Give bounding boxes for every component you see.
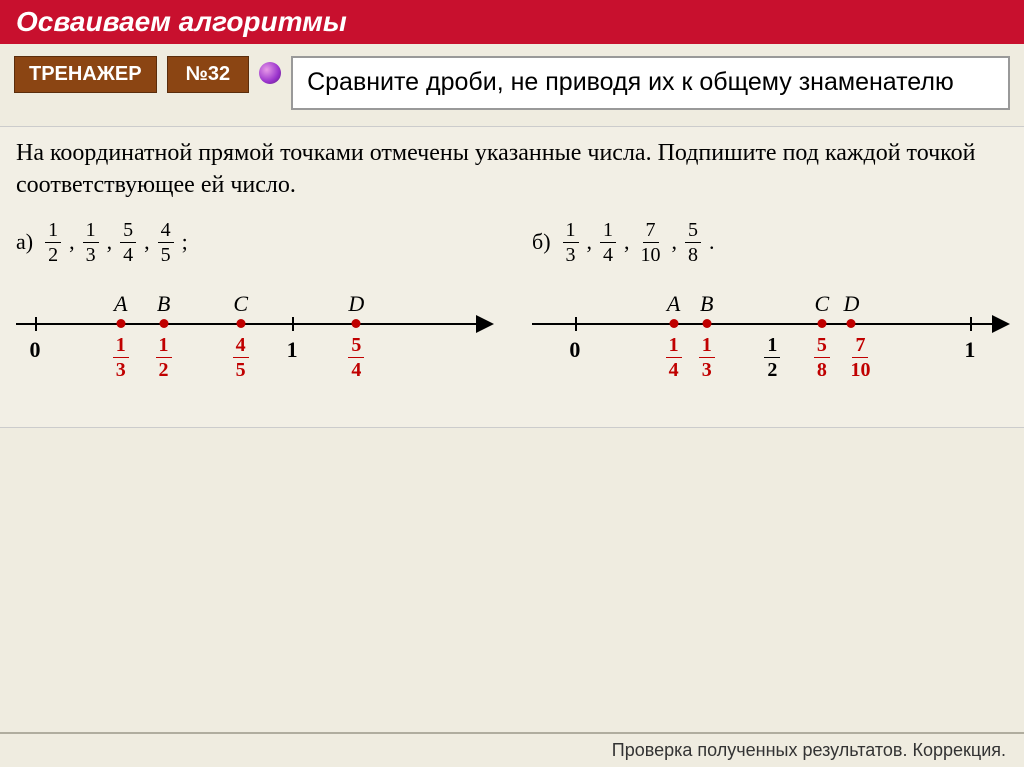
- point-d-label: D: [348, 291, 364, 317]
- axis-line: [532, 323, 1008, 325]
- answer-a: 13: [113, 335, 129, 380]
- fraction: 12: [45, 220, 61, 265]
- point-b-label: B: [700, 291, 713, 317]
- problem-a: а) 12, 13, 54, 45; 0 1 A 13 B 12: [16, 220, 492, 397]
- problem-a-label: а): [16, 229, 33, 255]
- point-c: [817, 319, 826, 328]
- tick-one: [292, 317, 294, 331]
- scanned-content: На координатной прямой точками отмечены …: [0, 126, 1024, 428]
- problem-b-label: б): [532, 229, 551, 255]
- axis-zero-label: 0: [569, 337, 580, 363]
- answer-d: 710: [847, 335, 873, 380]
- arrow-icon: [992, 315, 1010, 333]
- answer-b: 12: [156, 335, 172, 380]
- fraction: 710: [638, 220, 664, 265]
- point-d-label: D: [843, 291, 859, 317]
- fraction: 54: [120, 220, 136, 265]
- point-a-label: A: [114, 291, 127, 317]
- problem-b: б) 13, 14, 710, 58. 0 1 12 A 14 B 13: [532, 220, 1008, 397]
- header-row: ТРЕНАЖЕР №32 Сравните дроби, не приводя …: [0, 44, 1024, 120]
- answer-c: 45: [233, 335, 249, 380]
- point-a-label: A: [667, 291, 680, 317]
- fraction: 13: [83, 220, 99, 265]
- point-c-label: C: [815, 291, 830, 317]
- exercise-number-badge: №32: [167, 56, 250, 93]
- point-c-label: C: [233, 291, 248, 317]
- instruction-text: Сравните дроби, не приводя их к общему з…: [291, 56, 1010, 110]
- point-b: [159, 319, 168, 328]
- fraction: 14: [600, 220, 616, 265]
- arrow-icon: [476, 315, 494, 333]
- tick-one: [970, 317, 972, 331]
- number-line-a: 0 1 A 13 B 12 C 45 D 54: [16, 287, 492, 397]
- point-b-label: B: [157, 291, 170, 317]
- answer-c: 58: [814, 335, 830, 380]
- answer-b: 13: [699, 335, 715, 380]
- point-a: [669, 319, 678, 328]
- axis-half-label: 12: [764, 335, 780, 380]
- point-a: [116, 319, 125, 328]
- point-c: [236, 319, 245, 328]
- fraction: 58: [685, 220, 701, 265]
- fraction: 45: [158, 220, 174, 265]
- problem-a-fractions: а) 12, 13, 54, 45;: [16, 220, 492, 265]
- problem-statement: На координатной прямой точками отмечены …: [16, 137, 1008, 202]
- trainer-badge: ТРЕНАЖЕР: [14, 56, 157, 93]
- bullet-icon: [259, 62, 281, 84]
- axis-line: [16, 323, 492, 325]
- tick-zero: [575, 317, 577, 331]
- point-d: [847, 319, 856, 328]
- tick-zero: [35, 317, 37, 331]
- axis-zero-label: 0: [30, 337, 41, 363]
- footer-text: Проверка полученных результатов. Коррекц…: [0, 732, 1024, 767]
- fraction: 13: [563, 220, 579, 265]
- axis-one-label: 1: [287, 337, 298, 363]
- answer-a: 14: [666, 335, 682, 380]
- problem-b-fractions: б) 13, 14, 710, 58.: [532, 220, 1008, 265]
- point-d: [352, 319, 361, 328]
- answer-d: 54: [348, 335, 364, 380]
- point-b: [702, 319, 711, 328]
- number-line-b: 0 1 12 A 14 B 13 C 58 D 710: [532, 287, 1008, 397]
- page-title: Осваиваем алгоритмы: [0, 0, 1024, 44]
- axis-one-label: 1: [964, 337, 975, 363]
